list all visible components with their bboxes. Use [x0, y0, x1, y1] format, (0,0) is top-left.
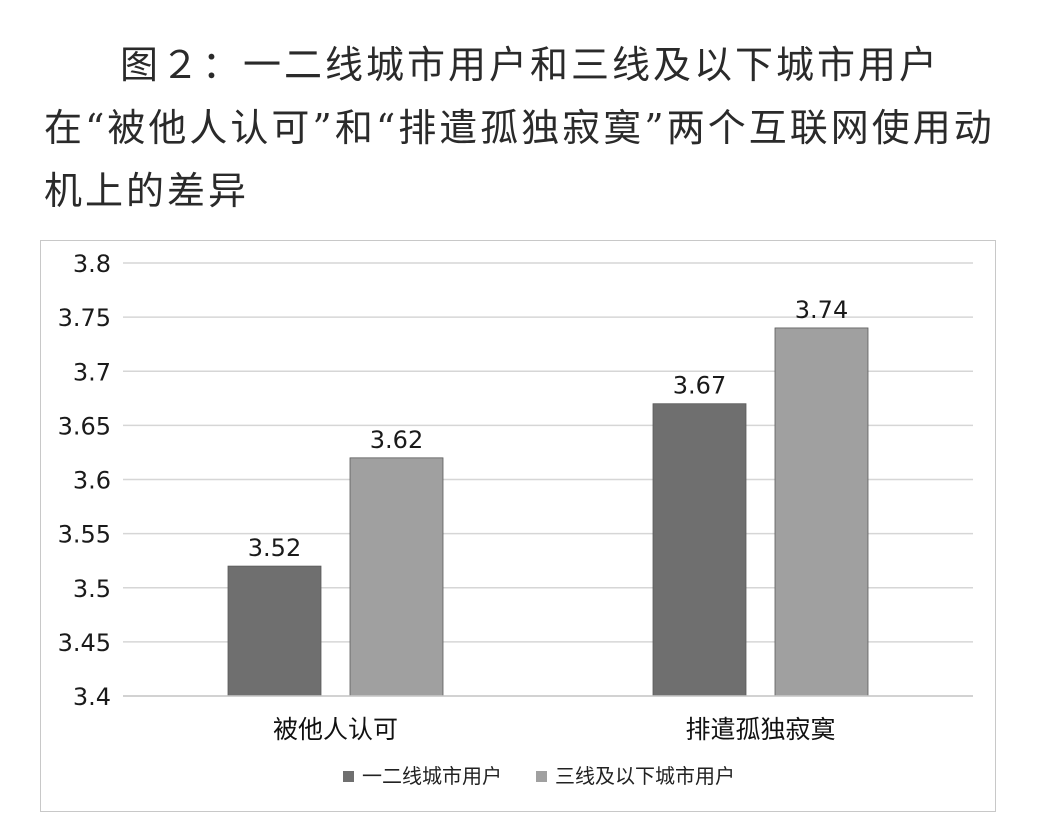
- legend-label: 一二线城市用户: [362, 764, 502, 788]
- bar: [349, 457, 444, 697]
- x-category-label: 被他人认可: [273, 715, 398, 744]
- chart-container: 3.4 3.45 3.5 3.55 3.6 3.65 3.7 3.75 3.8 3.52 3.62 被…: [40, 240, 996, 812]
- data-label: 3.74: [795, 296, 848, 324]
- bar: [652, 403, 747, 697]
- y-tick-label: 3.4: [73, 683, 111, 711]
- y-tick-label: 3.7: [73, 358, 111, 386]
- y-tick-label: 3.8: [73, 250, 111, 278]
- figure-caption: 图２：一二线城市用户和三线及以下城市用户在“被他人认可”和“排遣孤独寂寞”两个互…: [44, 43, 995, 213]
- legend-label: 三线及以下城市用户: [555, 764, 735, 788]
- x-category-label: 排遣孤独寂寞: [685, 715, 835, 744]
- legend-swatch: [343, 771, 354, 782]
- data-label: 3.67: [673, 372, 726, 400]
- y-tick-label: 3.65: [58, 412, 111, 440]
- bar: [227, 565, 322, 697]
- data-label: 3.62: [370, 426, 423, 454]
- bar-chart: 3.4 3.45 3.5 3.55 3.6 3.65 3.7 3.75 3.8 3.52 3.62 被…: [58, 250, 973, 788]
- y-tick-label: 3.45: [58, 629, 111, 657]
- y-tick-label: 3.75: [58, 304, 111, 332]
- data-label: 3.52: [248, 534, 301, 562]
- legend-swatch: [536, 771, 547, 782]
- y-tick-label: 3.5: [73, 575, 111, 603]
- y-tick-label: 3.6: [73, 467, 111, 495]
- y-tick-label: 3.55: [58, 521, 111, 549]
- bar: [774, 327, 869, 697]
